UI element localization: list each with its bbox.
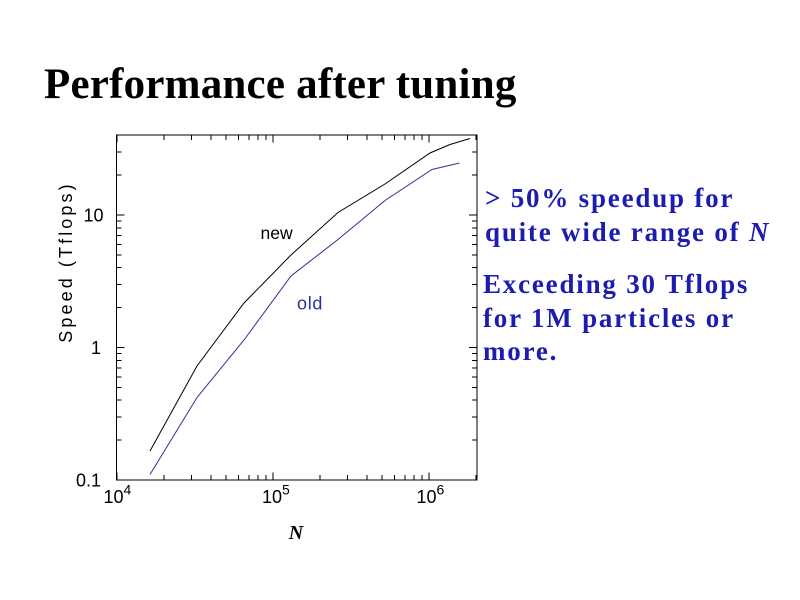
- svg-text:4: 4: [124, 482, 132, 498]
- svg-text:10: 10: [262, 487, 282, 507]
- svg-text:10: 10: [104, 487, 124, 507]
- svg-text:5: 5: [282, 482, 290, 498]
- svg-text:10: 10: [83, 206, 103, 226]
- svg-text:new: new: [261, 223, 293, 243]
- svg-text:0.1: 0.1: [76, 471, 101, 491]
- svg-text:6: 6: [437, 482, 445, 498]
- svg-text:N: N: [288, 522, 305, 544]
- svg-text:Speed (Tflops): Speed (Tflops): [56, 181, 76, 342]
- svg-text:10: 10: [417, 487, 437, 507]
- svg-text:old: old: [297, 294, 323, 314]
- svg-text:1: 1: [91, 338, 101, 358]
